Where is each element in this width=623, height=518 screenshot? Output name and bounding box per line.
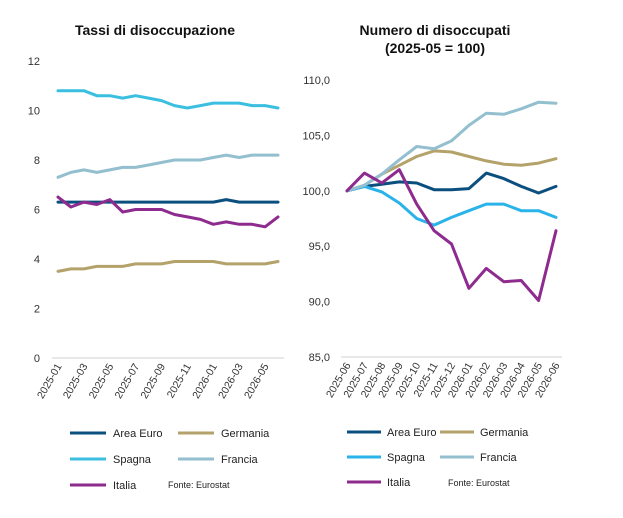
legend-label: Italia bbox=[113, 480, 137, 492]
series-line-italia bbox=[56, 195, 280, 229]
y-tick-label: 100,0 bbox=[302, 186, 330, 198]
legend-label: Germania bbox=[221, 428, 270, 440]
y-tick-label: 6 bbox=[34, 205, 40, 217]
legend-label: Germania bbox=[480, 427, 529, 439]
series-line-spagna bbox=[56, 89, 280, 110]
legend-label: Francia bbox=[480, 452, 518, 464]
unemployment-rate-chart: Tassi di disoccupazione0246810122025-012… bbox=[28, 22, 284, 492]
unemployed-count-chart: Numero di disoccupati (2025-05 = 100) 85,0… bbox=[302, 22, 562, 489]
y-tick-label: 8 bbox=[34, 155, 40, 167]
series-line-italia bbox=[345, 168, 558, 302]
chart-subtitle: (2025-05 = 100) bbox=[385, 40, 485, 56]
y-tick-label: 12 bbox=[28, 56, 40, 68]
chart-title: Tassi di disoccupazione bbox=[75, 22, 235, 38]
legend-label: Area Euro bbox=[113, 428, 163, 440]
chart-title: Numero di disoccupati bbox=[360, 22, 511, 38]
legend-label: Area Euro bbox=[387, 427, 437, 439]
legend-label: Italia bbox=[387, 477, 411, 489]
y-tick-label: 85,0 bbox=[309, 352, 330, 364]
source-note: Fonte: Eurostat bbox=[448, 478, 510, 488]
series-line-area-euro bbox=[56, 198, 280, 204]
legend-label: Francia bbox=[221, 454, 259, 466]
series-line-francia bbox=[345, 100, 558, 193]
legend-label: Spagna bbox=[387, 452, 426, 464]
y-tick-label: 4 bbox=[34, 254, 40, 266]
y-tick-label: 10 bbox=[28, 106, 40, 118]
source-note: Fonte: Eurostat bbox=[168, 480, 230, 490]
series-line-spagna bbox=[345, 184, 558, 227]
y-tick-label: 2 bbox=[34, 304, 40, 316]
y-tick-label: 105,0 bbox=[302, 130, 330, 142]
y-tick-label: 110,0 bbox=[303, 75, 330, 87]
series-line-germania bbox=[56, 260, 280, 273]
series-line-francia bbox=[56, 153, 280, 179]
y-tick-label: 0 bbox=[34, 353, 40, 365]
x-tick-label: 2025-09 bbox=[138, 361, 168, 401]
x-tick-label: 2026-05 bbox=[242, 361, 272, 401]
y-tick-label: 90,0 bbox=[309, 297, 330, 309]
y-tick-label: 95,0 bbox=[309, 241, 330, 253]
legend-label: Spagna bbox=[113, 454, 152, 466]
